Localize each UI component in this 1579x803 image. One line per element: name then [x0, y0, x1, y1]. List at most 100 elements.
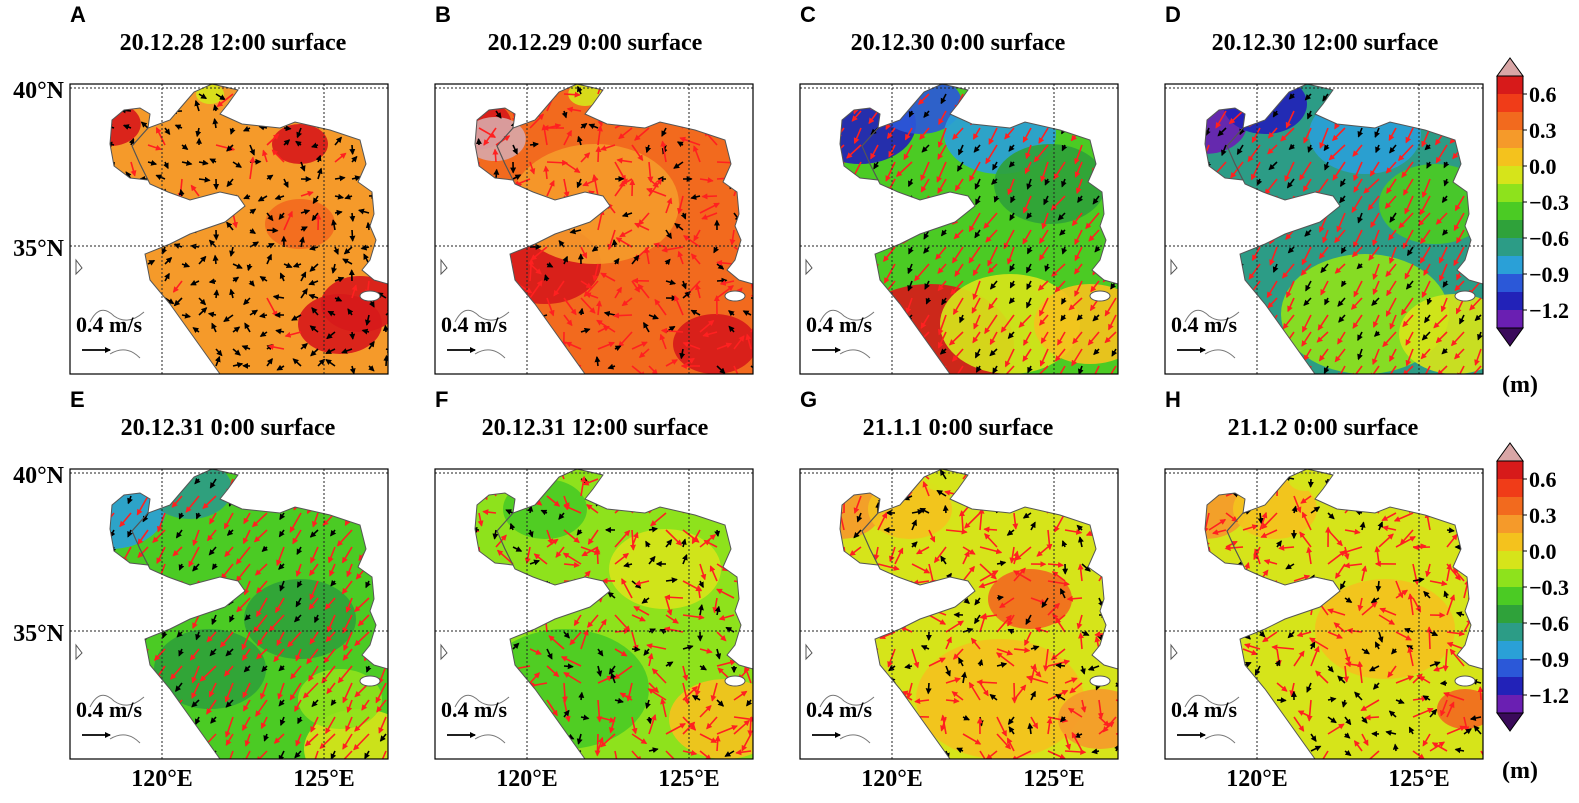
current-vector: [334, 88, 344, 95]
current-vector: [462, 163, 474, 179]
lon-label-120e: 120°E: [496, 766, 558, 792]
current-vector: [529, 141, 539, 148]
current-vector: [173, 297, 183, 307]
current-vector: [907, 178, 914, 188]
current-vector: [682, 500, 690, 514]
current-vector: [211, 322, 217, 333]
panel-letter: H: [1165, 387, 1181, 412]
current-vector: [631, 254, 640, 265]
map-frame: [799, 83, 1119, 375]
current-vector: [190, 357, 200, 367]
current-vector: [1360, 499, 1380, 514]
current-vector: [127, 339, 134, 350]
current-vector: [823, 145, 827, 150]
current-vector: [1098, 563, 1116, 570]
current-vector: [349, 144, 356, 156]
current-vector: [802, 547, 810, 554]
current-vector: [524, 585, 531, 599]
current-vector: [810, 486, 826, 496]
current-vector: [1319, 127, 1329, 149]
current-vector: [979, 491, 993, 497]
current-vector: [731, 478, 752, 487]
current-vector: [1323, 109, 1330, 117]
current-vector: [141, 246, 149, 255]
current-vector: [198, 202, 205, 214]
current-vector: [147, 144, 162, 151]
current-vector: [232, 276, 240, 283]
current-vector: [1319, 578, 1329, 585]
current-vector: [699, 478, 706, 497]
current-vector: [178, 614, 184, 623]
current-vector: [1171, 230, 1175, 236]
current-vector: [720, 99, 735, 112]
colorbar-segment: [1497, 641, 1523, 659]
current-vector: [478, 478, 488, 501]
panel-title: 21.1.1 0:00 surface: [863, 415, 1054, 441]
current-vector: [1463, 478, 1471, 494]
current-vector: [569, 228, 582, 235]
current-vector: [1322, 229, 1329, 244]
current-vector: [1174, 639, 1192, 649]
current-vector: [894, 607, 902, 616]
current-vector: [1221, 743, 1244, 752]
current-vector: [1056, 365, 1066, 374]
current-vector: [477, 680, 497, 687]
current-vector: [1265, 331, 1278, 346]
current-vector: [365, 84, 372, 95]
current-vector: [940, 93, 947, 105]
colorbar-tick-label: 0.0: [1529, 539, 1557, 564]
current-vector: [745, 110, 752, 133]
current-vector: [561, 742, 568, 752]
current-vector: [1242, 733, 1249, 749]
current-vector: [1435, 212, 1448, 225]
current-vector: [529, 329, 545, 336]
current-vector: [701, 193, 718, 200]
current-vector: [821, 247, 827, 262]
current-vector: [215, 348, 223, 357]
panel-letter: G: [800, 387, 817, 412]
current-vector: [198, 159, 209, 166]
current-vector: [330, 110, 337, 123]
current-vector: [805, 281, 810, 287]
current-vector: [188, 597, 200, 617]
current-vector: [300, 226, 308, 232]
current-vector: [974, 348, 981, 359]
island: [805, 258, 813, 276]
current-vector: [920, 161, 930, 182]
current-vector: [904, 127, 913, 141]
current-vector: [563, 314, 573, 327]
current-vector: [495, 598, 510, 616]
current-vector: [181, 262, 191, 268]
current-vector: [162, 229, 169, 240]
current-vector: [950, 280, 964, 295]
current-vector: [448, 111, 462, 116]
current-vector: [1055, 662, 1066, 669]
current-vector: [448, 619, 462, 632]
current-vector: [110, 682, 115, 692]
current-vector: [728, 325, 735, 333]
current-vector: [1026, 178, 1033, 190]
current-vector: [677, 250, 684, 265]
current-vector: [716, 277, 728, 284]
current-vector: [312, 195, 319, 205]
current-vector: [378, 529, 387, 542]
current-vector: [945, 582, 957, 599]
current-vector: [232, 326, 241, 333]
current-vector: [74, 479, 80, 485]
current-vector: [645, 144, 652, 154]
current-vector: [580, 297, 596, 314]
current-vector: [856, 648, 863, 670]
current-vector: [333, 246, 339, 255]
current-vector: [591, 174, 599, 197]
current-vector: [71, 751, 80, 769]
panel-letter: F: [435, 387, 448, 412]
current-vector: [1093, 348, 1100, 356]
current-vector: [935, 365, 947, 374]
current-vector: [1412, 485, 1431, 497]
current-vector: [953, 195, 964, 214]
current-vector: [475, 563, 481, 575]
current-vector: [176, 478, 183, 487]
current-vector: [266, 227, 279, 234]
current-vector: [1247, 144, 1261, 163]
current-vector: [970, 110, 981, 126]
